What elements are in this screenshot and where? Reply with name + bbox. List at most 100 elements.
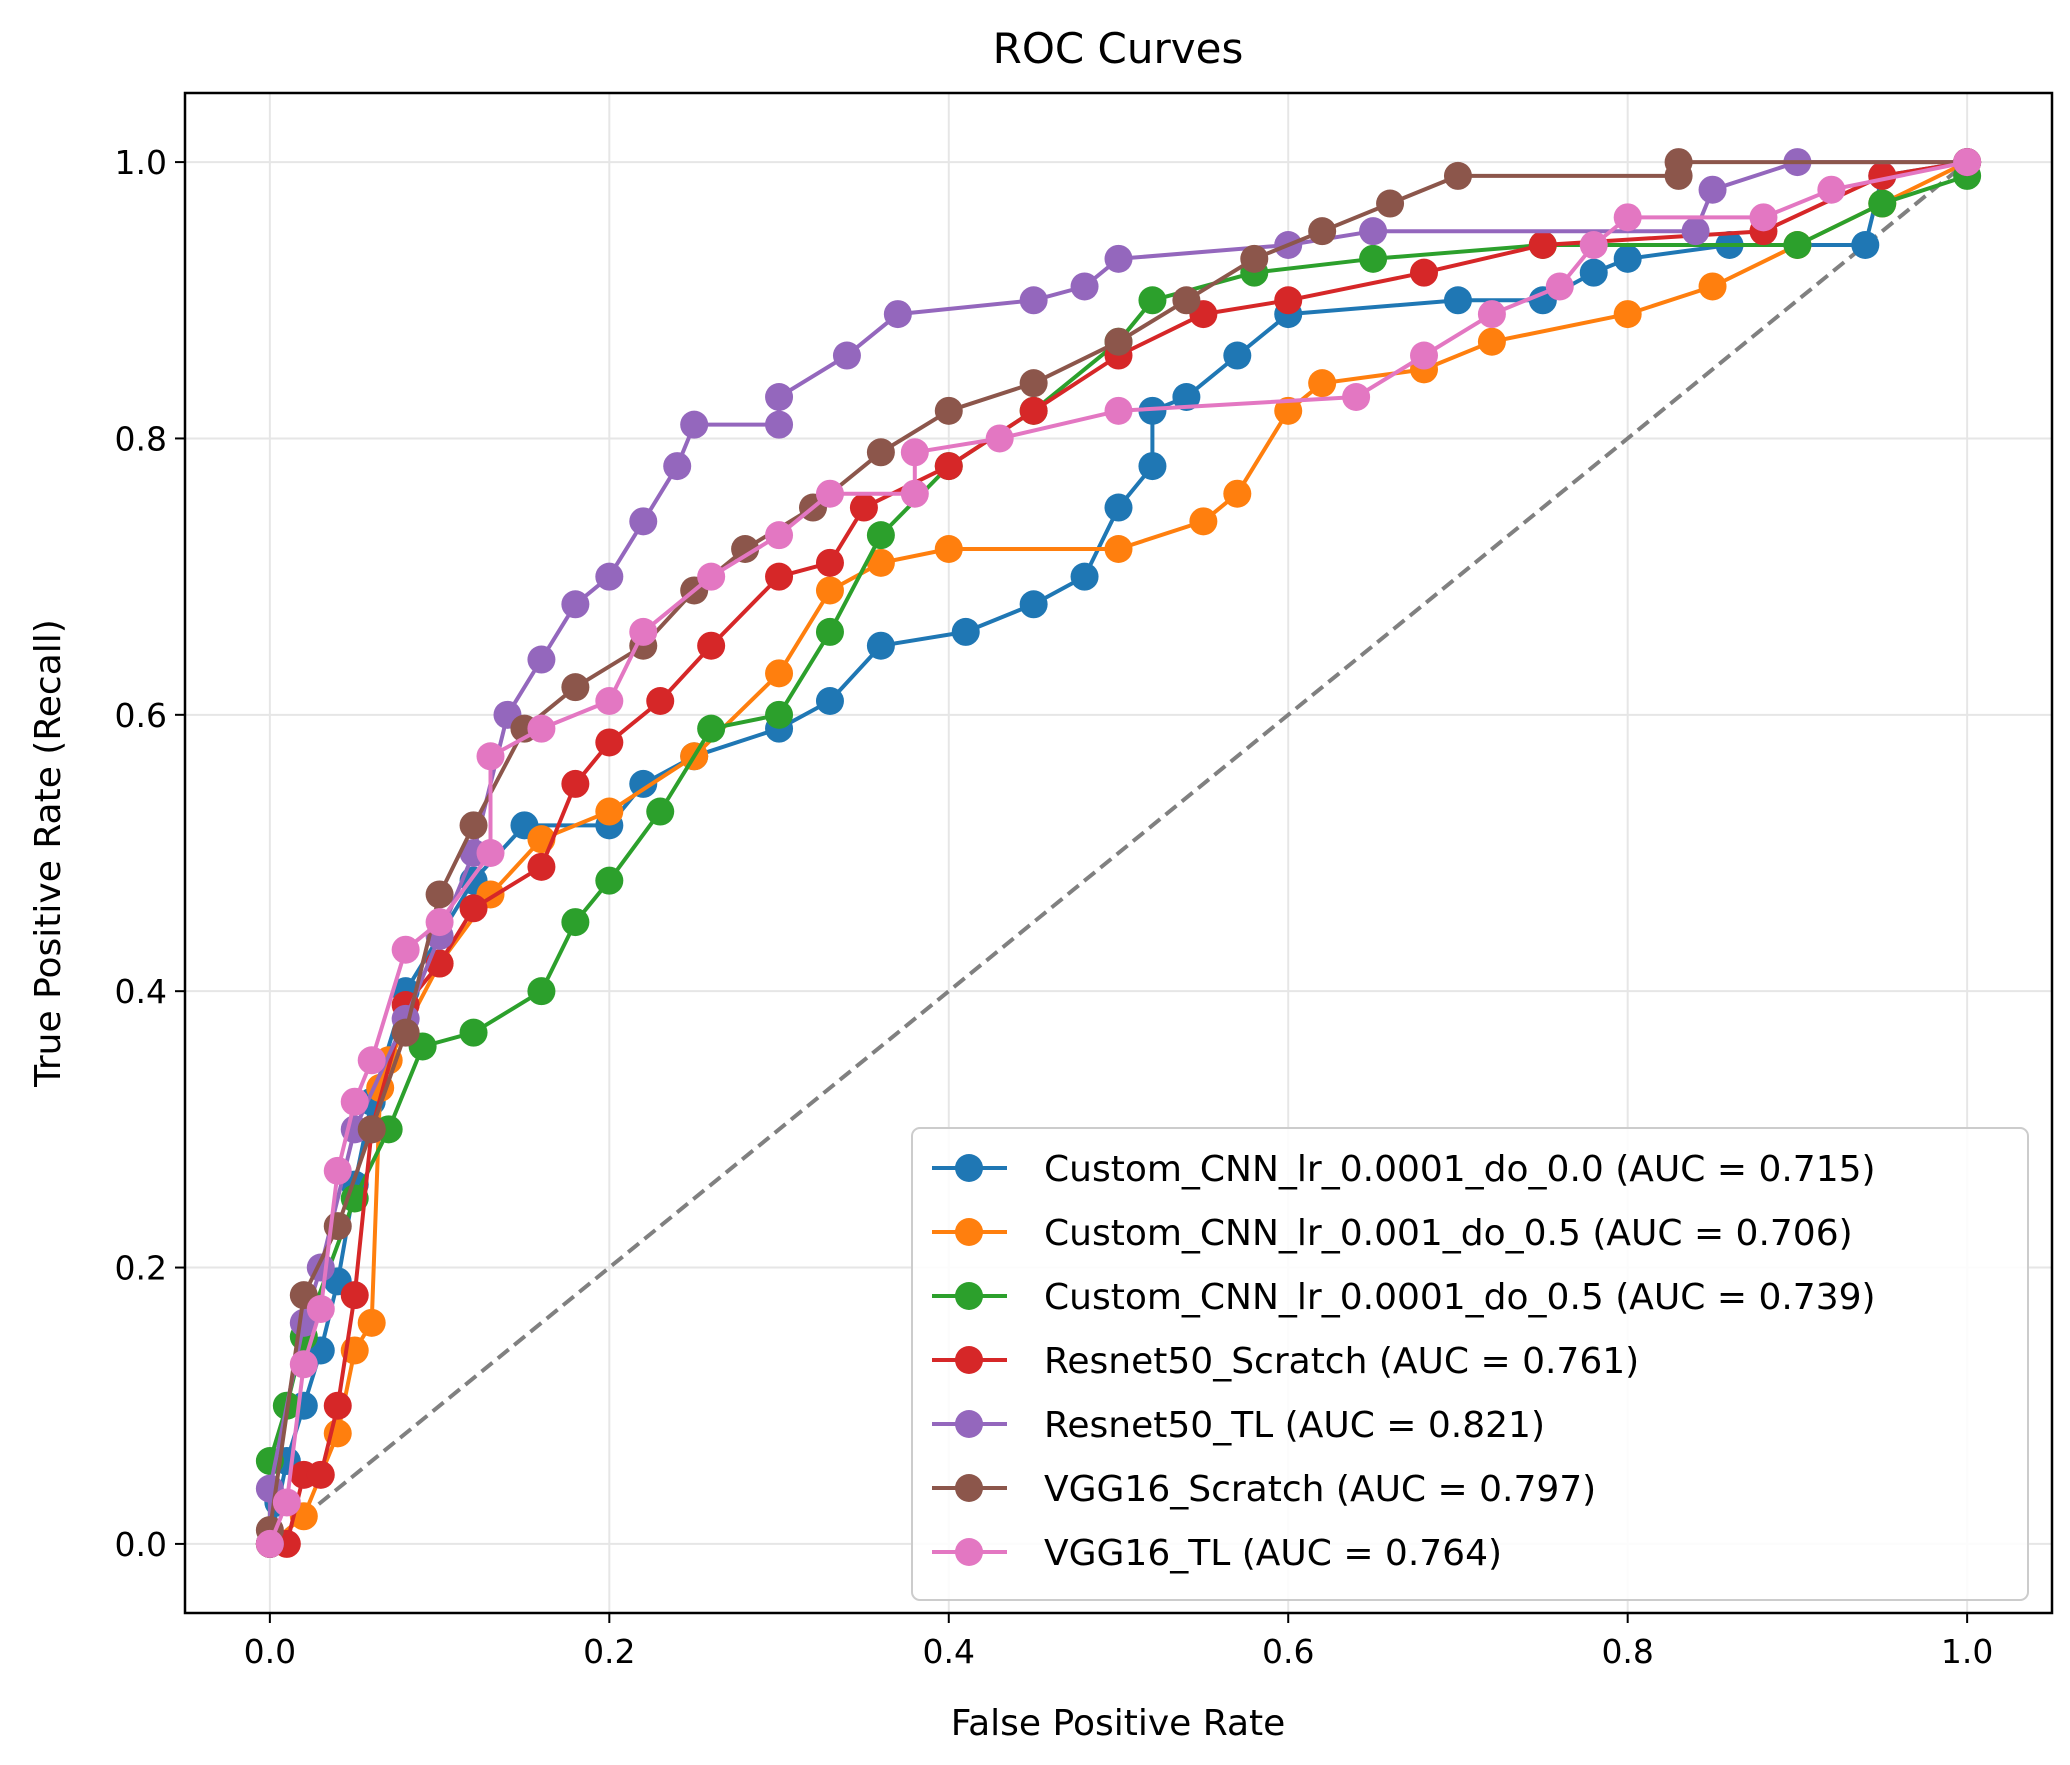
- data-point: [1172, 383, 1201, 411]
- data-point: [561, 590, 590, 619]
- data-point: [1274, 396, 1303, 425]
- data-point: [595, 562, 624, 591]
- data-point: [934, 396, 963, 425]
- data-point: [1104, 396, 1133, 425]
- data-point: [289, 1350, 318, 1379]
- data-point: [1613, 203, 1642, 232]
- data-point: [697, 562, 726, 591]
- x-tick-label: 0.8: [1601, 1632, 1653, 1671]
- series-layer: [255, 148, 1982, 1558]
- data-point: [561, 908, 590, 937]
- data-point: [1138, 452, 1167, 481]
- data-point: [272, 1488, 301, 1517]
- data-point: [934, 535, 963, 563]
- data-point: [1443, 286, 1472, 315]
- data-point: [1681, 217, 1710, 246]
- data-point: [1274, 286, 1303, 315]
- data-point: [1579, 231, 1608, 259]
- data-point: [323, 1156, 352, 1185]
- x-tick-label: 0.6: [1262, 1632, 1314, 1671]
- data-point: [476, 742, 505, 771]
- data-point: [476, 839, 505, 867]
- data-point: [1477, 327, 1506, 356]
- data-point: [357, 1046, 386, 1075]
- data-point: [595, 728, 624, 757]
- data-point: [527, 645, 556, 674]
- legend-swatch-marker: [955, 1538, 983, 1566]
- data-point: [459, 811, 488, 840]
- legend-entry-label: VGG16_Scratch (AUC = 0.797): [1044, 1469, 1596, 1510]
- data-point: [357, 1308, 386, 1337]
- data-point: [883, 300, 912, 329]
- data-point: [1698, 272, 1727, 301]
- data-point: [1019, 396, 1048, 425]
- legend: Custom_CNN_lr_0.0001_do_0.0 (AUC = 0.715…: [911, 1127, 2029, 1601]
- data-point: [765, 410, 794, 439]
- data-point: [1308, 217, 1337, 246]
- data-point: [646, 797, 675, 826]
- data-point: [765, 659, 794, 688]
- data-point: [391, 1018, 420, 1047]
- data-point: [1528, 231, 1557, 259]
- data-point: [1104, 327, 1133, 356]
- legend-swatch-marker: [955, 1218, 983, 1246]
- data-point: [425, 908, 454, 937]
- data-point: [306, 1460, 335, 1489]
- legend-swatch-marker: [955, 1346, 983, 1374]
- data-point: [1817, 175, 1846, 204]
- data-point: [340, 1184, 369, 1213]
- data-point: [765, 562, 794, 591]
- legend-entry-label: Custom_CNN_lr_0.0001_do_0.5 (AUC = 0.739…: [1044, 1277, 1876, 1318]
- data-point: [951, 617, 980, 646]
- legend-swatch-marker: [955, 1282, 983, 1310]
- legend-swatch-marker: [955, 1474, 983, 1502]
- y-tick-label: 0.0: [115, 1525, 167, 1564]
- diagonal-line: [268, 160, 1969, 1546]
- data-point: [1545, 272, 1574, 301]
- data-point: [646, 687, 675, 715]
- data-point: [1342, 383, 1371, 411]
- data-point: [595, 687, 624, 715]
- data-point: [1868, 161, 1897, 190]
- legend-swatch-marker: [955, 1154, 983, 1182]
- legend-box: [911, 1127, 2029, 1601]
- data-point: [697, 714, 726, 743]
- data-point: [866, 631, 895, 660]
- legend-entry-label: Custom_CNN_lr_0.001_do_0.5 (AUC = 0.706): [1044, 1213, 1853, 1254]
- y-axis-label: True Positive Rate (Recall): [28, 619, 69, 1088]
- data-point: [1953, 148, 1982, 177]
- data-point: [815, 687, 844, 715]
- data-point: [697, 631, 726, 660]
- data-point: [765, 383, 794, 411]
- data-point: [1172, 286, 1201, 315]
- data-point: [255, 1529, 284, 1558]
- data-point: [459, 1018, 488, 1047]
- data-point: [323, 1391, 352, 1420]
- series-line: [269, 160, 1968, 1546]
- data-point: [765, 521, 794, 550]
- y-tick-label: 0.8: [115, 419, 167, 458]
- data-point: [731, 535, 760, 563]
- data-point: [561, 769, 590, 798]
- legend-entry-label: Resnet50_Scratch (AUC = 0.761): [1044, 1341, 1639, 1382]
- data-point: [1223, 479, 1252, 508]
- data-point: [561, 673, 590, 702]
- data-point: [1104, 535, 1133, 563]
- data-point: [527, 852, 556, 881]
- data-point: [1019, 369, 1048, 398]
- y-tick-label: 1.0: [115, 143, 167, 182]
- legend-entry-label: Custom_CNN_lr_0.0001_do_0.0 (AUC = 0.715…: [1044, 1149, 1876, 1190]
- data-point: [629, 617, 658, 646]
- data-point: [629, 507, 658, 536]
- data-point: [900, 438, 929, 467]
- data-point: [680, 410, 709, 439]
- data-point: [1070, 562, 1099, 591]
- data-point: [1070, 272, 1099, 301]
- data-point: [1223, 341, 1252, 370]
- data-point: [1019, 590, 1048, 619]
- data-point: [1308, 369, 1337, 398]
- data-point: [1359, 217, 1388, 246]
- data-point: [1749, 203, 1778, 232]
- x-tick-label: 0.0: [244, 1632, 296, 1671]
- data-point: [1138, 286, 1167, 315]
